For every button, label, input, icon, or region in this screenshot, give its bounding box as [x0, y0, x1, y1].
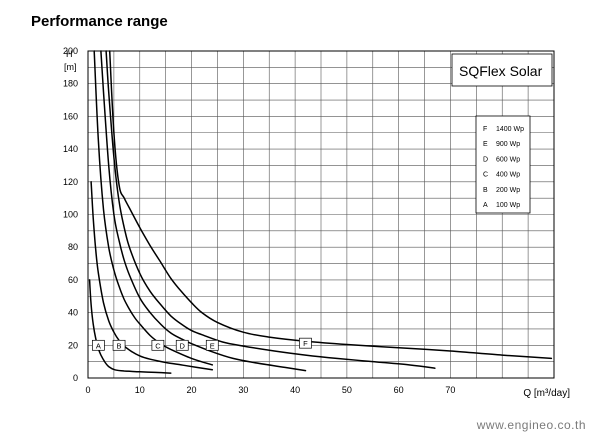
series-label-box: [112, 339, 126, 351]
page-title: Performance range: [31, 13, 168, 30]
x-axis-title: Q [m³/day]: [523, 388, 570, 399]
legend-code: E: [483, 141, 488, 148]
y-tick-label: 160: [63, 111, 78, 121]
legend-label: 100 Wp: [496, 202, 520, 209]
chart-title-box: SQFlex Solar: [451, 53, 553, 87]
series-label-box: [299, 337, 312, 349]
x-tick-label: 60: [394, 385, 404, 395]
y-tick-label: 120: [63, 177, 78, 187]
legend-code: B: [483, 187, 488, 194]
legend-label: 400 Wp: [496, 172, 520, 179]
series-label-box: [92, 339, 105, 351]
series-label-box: [175, 339, 189, 351]
series-curve-A: [88, 279, 172, 374]
x-tick-label: 20: [187, 385, 197, 395]
chart-title-frame: [451, 53, 553, 87]
y-axis-title: H: [66, 49, 73, 59]
chart-title: SQFlex Solar: [459, 63, 543, 79]
y-tick-label: 180: [63, 79, 78, 89]
legend-label: 200 Wp: [496, 187, 520, 194]
x-tick-label: 70: [445, 385, 455, 395]
series-label-C: C: [155, 341, 161, 350]
series-label-D: D: [180, 341, 186, 350]
legend-label: 600 Wp: [496, 156, 520, 163]
series-label-F: F: [303, 339, 308, 348]
watermark: www.engineo.co.th: [476, 418, 586, 432]
legend-frame: [475, 115, 531, 214]
legend-code: D: [483, 156, 488, 163]
series-curve-E: [105, 50, 436, 369]
legend-label: 900 Wp: [496, 141, 520, 148]
grid-lines: [88, 50, 554, 378]
legend-code: A: [483, 202, 488, 209]
legend-code: F: [483, 126, 487, 133]
x-tick-label: 50: [342, 385, 352, 395]
plot-frame: [87, 50, 555, 379]
y-tick-label: 80: [68, 242, 78, 252]
legend: F 1400 Wp E 900 Wp D 600 Wp C 400 Wp B 200 Wp A 100…: [475, 115, 531, 214]
series-curve-C: [93, 50, 214, 366]
series-labels: A B C D E F: [92, 337, 312, 351]
x-tick-label: 40: [290, 385, 300, 395]
y-tick-label: 40: [68, 308, 78, 318]
y-tick-label: 140: [63, 144, 78, 154]
legend-label: 1400 Wp: [496, 126, 524, 133]
series-label-E: E: [210, 341, 215, 350]
x-tick-label: 30: [238, 385, 248, 395]
series-curve-F: [108, 50, 553, 360]
y-tick-label: 0: [73, 373, 78, 383]
y-tick-label: 100: [63, 210, 78, 220]
series-label-A: A: [96, 341, 101, 350]
axis-ticks: 0 20 40 60 80 100 120 140 160 180 200 0 10 20 30 40 50 60…: [63, 46, 455, 395]
legend-code: C: [483, 172, 488, 179]
y-tick-label: 60: [68, 275, 78, 285]
x-tick-label: 10: [135, 385, 145, 395]
y-tick-label: 200: [63, 46, 78, 56]
series-label-box: [151, 339, 165, 351]
y-axis-unit: [m]: [64, 62, 77, 72]
x-tick-label: 0: [85, 385, 90, 395]
series-label-box: [205, 339, 219, 351]
y-tick-label: 20: [68, 340, 78, 350]
series-curve-D: [100, 50, 307, 372]
series-label-B: B: [117, 341, 122, 350]
